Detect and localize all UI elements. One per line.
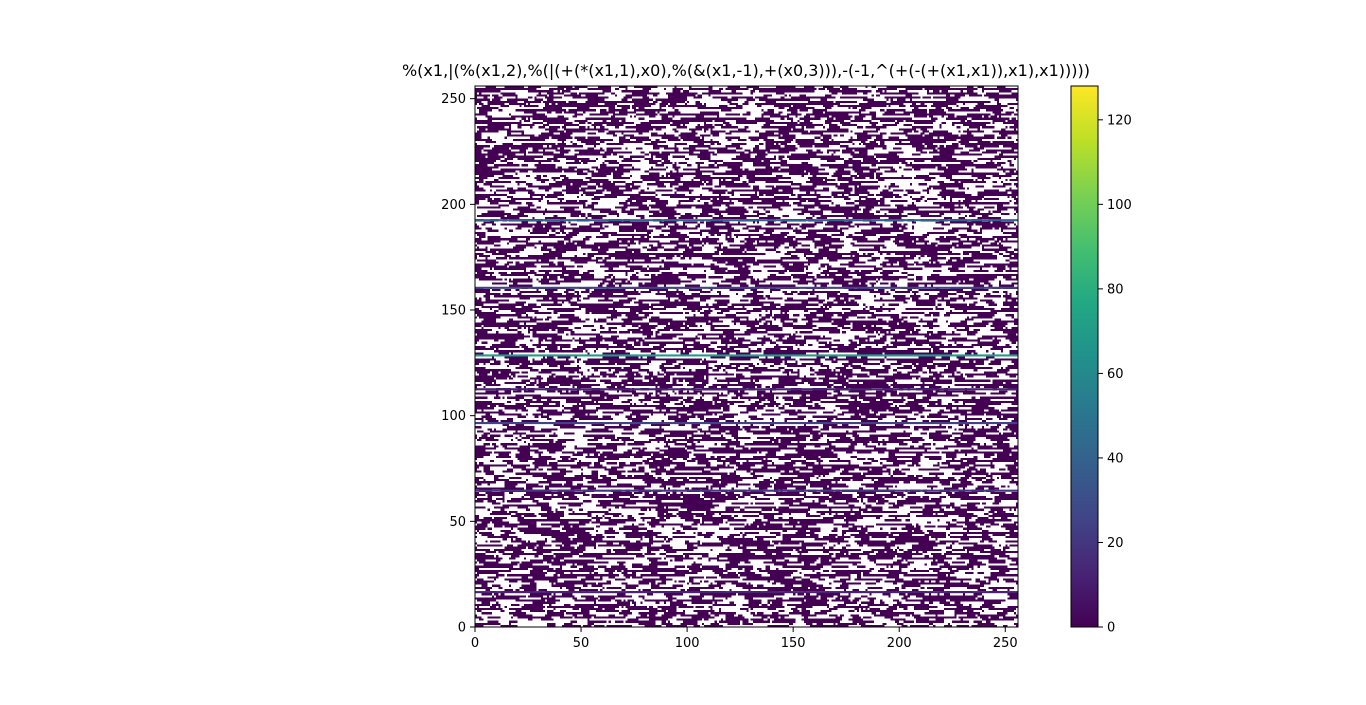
colorbar-gradient: [1071, 86, 1098, 627]
y-tick-label: 50: [449, 515, 466, 530]
y-tick-label: 100: [441, 409, 466, 424]
x-tick-label: 250: [993, 636, 1018, 651]
colorbar: 0 20 40 60 80 100 120: [1070, 85, 1132, 636]
heatmap-row-band: [475, 219, 1018, 222]
y-axis: 0 50 100 150 200 250: [441, 92, 475, 636]
heatmap-row-band: [475, 422, 1018, 425]
heatmap-plot-area: [474, 85, 1019, 628]
x-axis: 0 50 100 150 200 250: [471, 627, 1018, 651]
colorbar-tick-label: 40: [1107, 451, 1124, 466]
x-tick-label: 50: [573, 636, 590, 651]
y-tick-label: 150: [441, 304, 466, 319]
colorbar-ticks: 0 20 40 60 80 100 120: [1098, 113, 1132, 636]
plot-frame: [474, 85, 1019, 628]
heatmap-row-highlights: [475, 219, 1018, 594]
heatmap-row-band: [475, 286, 1018, 289]
x-tick-label: 150: [781, 636, 806, 651]
x-tick-label: 200: [887, 636, 912, 651]
heatmap-row-band: [475, 591, 1018, 594]
x-tick-label: 100: [675, 636, 700, 651]
y-tick-label: 250: [441, 92, 466, 107]
heatmap-row-band: [475, 354, 1018, 357]
heatmap-row-band: [475, 388, 1018, 391]
colorbar-tick-label: 80: [1107, 282, 1124, 297]
colorbar-frame: [1070, 85, 1099, 628]
colorbar-tick-label: 120: [1107, 113, 1132, 128]
y-tick-label: 0: [458, 621, 466, 636]
colorbar-tick-label: 100: [1107, 198, 1132, 213]
heatmap-row-band: [475, 489, 1018, 492]
colorbar-tick-label: 60: [1107, 367, 1124, 382]
y-tick-label: 200: [441, 198, 466, 213]
chart-title: %(x1,|(%(x1,2),%(|(+(*(x1,1),x0),%(&(x1,…: [402, 61, 1090, 80]
colorbar-tick-label: 0: [1107, 621, 1115, 636]
colorbar-tick-label: 20: [1107, 536, 1124, 551]
x-tick-label: 0: [471, 636, 479, 651]
